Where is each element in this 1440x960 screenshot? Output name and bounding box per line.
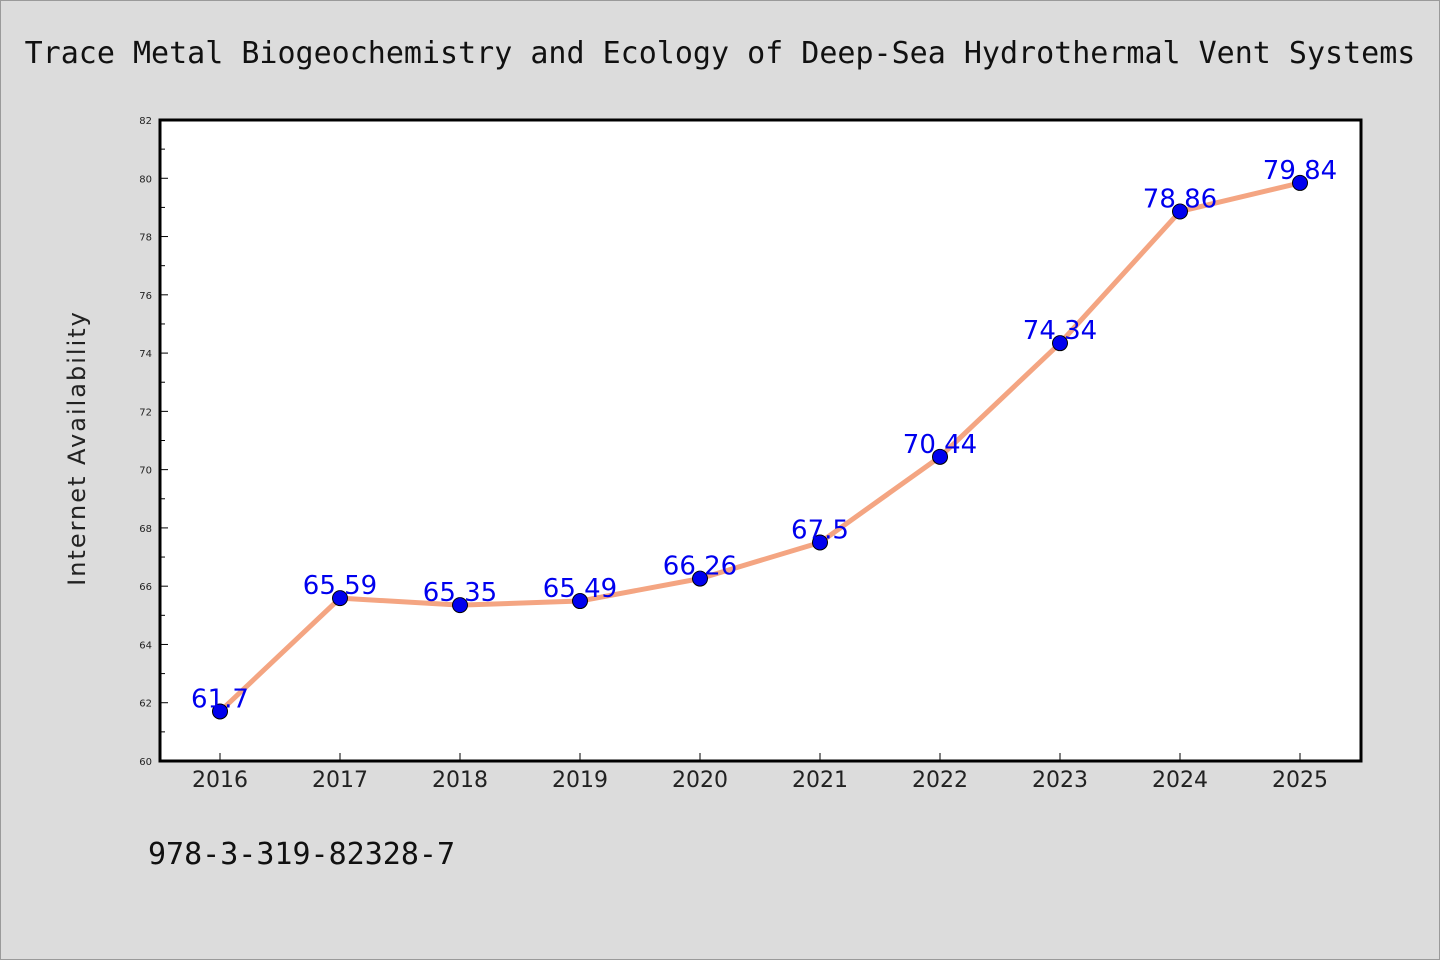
data-label: 67.5 bbox=[791, 515, 849, 545]
plot-area bbox=[158, 118, 1363, 763]
data-labels: 61.7 65.59 65.35 65.49 66.26 67.5 70.44 74.34 78… bbox=[191, 156, 1337, 715]
data-label: 74.34 bbox=[1023, 316, 1097, 346]
series-line bbox=[217, 180, 1303, 714]
data-label: 70.44 bbox=[903, 430, 977, 460]
data-label: 79.84 bbox=[1263, 156, 1337, 186]
data-point bbox=[332, 590, 348, 607]
x-tick-label: 2023 bbox=[1032, 768, 1088, 793]
x-tick-label: 2021 bbox=[792, 768, 848, 793]
y-tick-label: 70 bbox=[139, 466, 152, 477]
y-tick-label: 72 bbox=[139, 407, 152, 418]
y-axis: 60 62 64 66 68 70 72 74 76 78 80 82 bbox=[139, 116, 168, 768]
x-tick-label: 2018 bbox=[432, 768, 488, 793]
isbn-text: 978-3-319-82328-7 bbox=[148, 837, 455, 872]
y-tick-label: 78 bbox=[139, 233, 152, 244]
y-tick-label: 62 bbox=[139, 699, 152, 710]
y-tick-label: 68 bbox=[139, 524, 152, 535]
data-point bbox=[452, 597, 468, 614]
x-tick-label: 2020 bbox=[672, 768, 728, 793]
data-label: 65.59 bbox=[303, 571, 377, 601]
y-tick-label: 66 bbox=[139, 582, 152, 593]
data-label: 78.86 bbox=[1143, 184, 1217, 214]
y-tick-label: 60 bbox=[139, 757, 152, 768]
x-tick-label: 2017 bbox=[312, 768, 368, 793]
data-point bbox=[572, 593, 588, 610]
data-point bbox=[692, 570, 708, 587]
y-axis-label: Internet Availability bbox=[63, 310, 91, 586]
y-tick-label: 80 bbox=[139, 174, 152, 185]
data-point bbox=[932, 448, 948, 465]
data-point bbox=[1052, 335, 1068, 352]
y-tick-label: 82 bbox=[139, 116, 152, 127]
data-point bbox=[212, 703, 228, 720]
y-tick-label: 76 bbox=[139, 291, 152, 302]
x-tick-label: 2024 bbox=[1152, 768, 1208, 793]
data-point bbox=[1172, 203, 1188, 220]
data-point bbox=[812, 534, 828, 551]
data-label: 65.35 bbox=[423, 578, 497, 608]
chart-title: Trace Metal Biogeochemistry and Ecology … bbox=[25, 36, 1416, 71]
data-label: 66.26 bbox=[663, 552, 737, 582]
y-tick-label: 74 bbox=[139, 349, 152, 360]
x-axis: 2016 2017 2018 2019 2020 2021 2022 2023 2024 2025 bbox=[192, 753, 1328, 793]
data-label: 61.7 bbox=[191, 684, 249, 714]
data-point bbox=[1292, 174, 1308, 191]
x-tick-label: 2016 bbox=[192, 768, 248, 793]
y-tick-label: 64 bbox=[139, 640, 152, 651]
x-tick-label: 2025 bbox=[1272, 768, 1328, 793]
x-tick-label: 2019 bbox=[552, 768, 608, 793]
x-tick-label: 2022 bbox=[912, 768, 968, 793]
series-internet-availability bbox=[212, 174, 1308, 720]
data-label: 65.49 bbox=[543, 574, 617, 604]
